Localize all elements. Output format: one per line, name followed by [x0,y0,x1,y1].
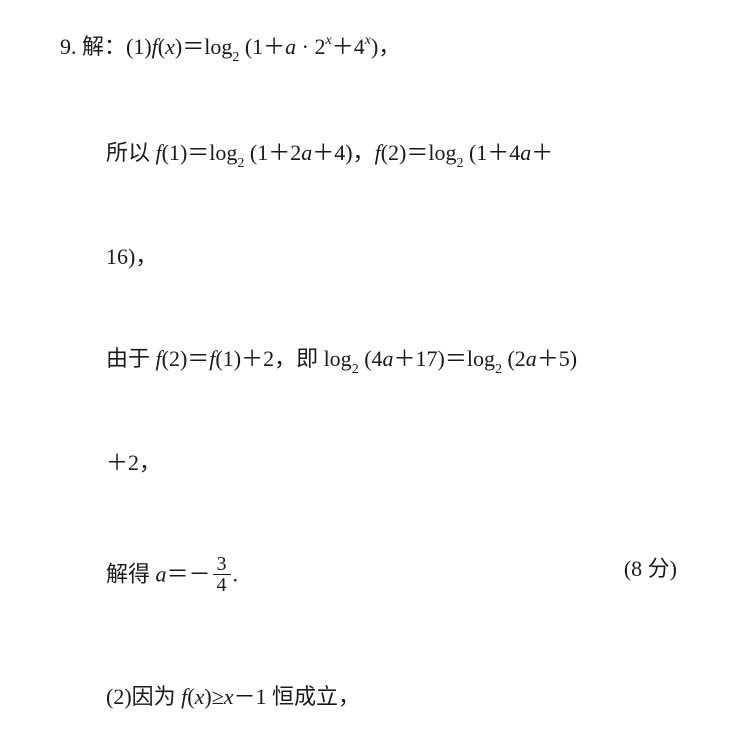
sup-x: x [325,33,331,48]
t: )≥ [204,684,223,709]
t: (1)＝log [162,140,238,165]
var-a: a [301,140,312,165]
t: )， [371,34,400,59]
sup-x: x [365,33,371,48]
t: ＝－ [167,562,211,587]
var-x: x [165,34,175,59]
var-a: a [383,346,394,371]
sub-2: 2 [237,156,244,171]
t: ＋4)， [312,140,374,165]
t: ( [158,34,165,59]
line-1: 9. 解：(1)f(x)＝log2 (1＋a · 2x＋4x)， [60,34,400,65]
fraction: 34 [213,554,231,595]
t: (2 [502,346,526,371]
score-marks: (8 分) [624,556,677,582]
t: (4 [359,346,383,371]
t: (1＋2 [244,140,301,165]
t: ＋2， [106,450,161,475]
t: 解得 [106,562,156,587]
line-5: ＋2， [106,450,161,476]
t: ＋17)＝log [394,346,495,371]
t: ＋5) [537,346,577,371]
t: 所以 [106,140,156,165]
question-number: 9. [60,34,82,59]
t: . [233,562,239,587]
var-a: a [520,140,531,165]
var-x: x [195,684,205,709]
denominator: 4 [213,575,231,595]
t: －1 恒成立， [234,684,361,709]
sub-2: 2 [352,362,359,377]
line-2: 所以 f(1)＝log2 (1＋2a＋4)，f(2)＝log2 (1＋4a＋ [106,140,553,171]
line-7: (2)因为 f(x)≥x－1 恒成立， [106,684,360,710]
t: )＝log [175,34,232,59]
line-3: 16)， [106,244,157,270]
sub-2: 2 [456,156,463,171]
t: (2)＝ [162,346,210,371]
line-6: 解得 a＝－34. [106,556,238,597]
var-a: a [285,34,296,59]
t: ＋ [531,140,553,165]
t: 16)， [106,244,157,269]
math-solution-page: 9. 解：(1)f(x)＝log2 (1＋a · 2x＋4x)， 所以 f(1)… [0,0,731,748]
t: (2)＝log [381,140,457,165]
t: 解：(1) [82,34,152,59]
numerator: 3 [213,554,231,575]
t: ＋4 [332,34,365,59]
t: ( [187,684,194,709]
t: (1＋ [239,34,285,59]
line-4: 由于 f(2)＝f(1)＋2，即 log2 (4a＋17)＝log2 (2a＋5… [106,346,577,377]
sub-2: 2 [495,362,502,377]
var-a: a [526,346,537,371]
t: · 2 [296,34,325,59]
t: (2)因为 [106,684,181,709]
t: 由于 [106,346,156,371]
t: (1＋4 [463,140,520,165]
var-a: a [156,562,167,587]
t: (1)＋2，即 log [215,346,351,371]
sub-2: 2 [232,50,239,65]
var-x: x [224,684,234,709]
